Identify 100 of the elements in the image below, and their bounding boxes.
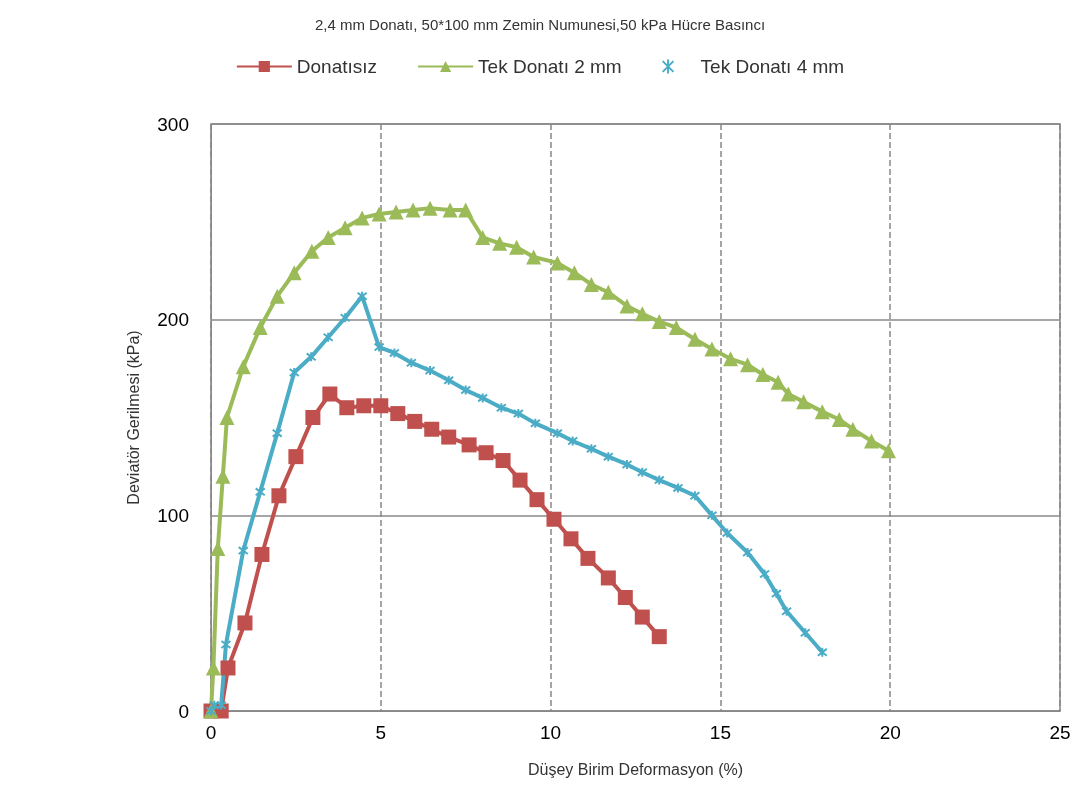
point bbox=[271, 427, 283, 439]
point bbox=[687, 331, 703, 347]
point bbox=[634, 609, 650, 625]
point bbox=[373, 398, 389, 414]
point bbox=[759, 568, 771, 580]
point bbox=[551, 427, 563, 439]
point bbox=[566, 265, 582, 281]
point bbox=[219, 410, 235, 425]
point bbox=[740, 357, 756, 373]
point bbox=[356, 290, 368, 302]
point bbox=[546, 511, 562, 527]
y-tick-label: 100 bbox=[157, 504, 189, 526]
point bbox=[373, 341, 385, 353]
point bbox=[796, 394, 812, 410]
point bbox=[237, 615, 253, 631]
point bbox=[814, 404, 830, 420]
point bbox=[356, 398, 372, 414]
point bbox=[254, 486, 266, 498]
point bbox=[337, 220, 353, 236]
point bbox=[305, 410, 321, 425]
point bbox=[651, 629, 667, 645]
point bbox=[509, 239, 525, 255]
x-tick-label: 0 bbox=[205, 722, 217, 743]
point bbox=[441, 429, 457, 445]
point bbox=[271, 488, 287, 504]
y-tick-label: 0 bbox=[178, 700, 189, 722]
point bbox=[390, 406, 406, 422]
point bbox=[492, 235, 508, 251]
point bbox=[755, 366, 771, 382]
point bbox=[208, 699, 220, 711]
point bbox=[580, 550, 596, 566]
x-tick-label: 25 bbox=[1049, 722, 1071, 743]
legend-label: Tek Donatı 4 mm bbox=[700, 56, 845, 77]
point bbox=[864, 433, 880, 449]
point bbox=[478, 445, 494, 461]
point bbox=[526, 249, 542, 265]
point bbox=[371, 206, 387, 222]
point bbox=[460, 384, 472, 396]
point bbox=[220, 660, 236, 676]
point bbox=[845, 421, 861, 437]
point bbox=[651, 314, 667, 330]
point bbox=[388, 204, 404, 220]
point bbox=[339, 400, 355, 416]
point bbox=[388, 347, 400, 359]
point bbox=[529, 417, 541, 429]
point bbox=[602, 451, 614, 463]
x-tick-label: 5 bbox=[375, 722, 387, 743]
point bbox=[636, 466, 648, 478]
point bbox=[704, 341, 720, 357]
y-tick-label: 300 bbox=[157, 113, 189, 135]
point bbox=[322, 386, 338, 402]
point bbox=[668, 319, 684, 335]
point bbox=[723, 351, 739, 367]
point bbox=[424, 421, 440, 437]
legend-label: Donatısız bbox=[296, 56, 378, 77]
point bbox=[210, 541, 226, 557]
point bbox=[672, 482, 684, 494]
point bbox=[619, 298, 635, 314]
point bbox=[443, 374, 455, 386]
point bbox=[816, 646, 828, 658]
point bbox=[320, 229, 336, 245]
point bbox=[422, 200, 438, 216]
point bbox=[288, 449, 304, 465]
point bbox=[475, 229, 491, 245]
point bbox=[780, 386, 796, 402]
point bbox=[495, 402, 507, 414]
point bbox=[339, 312, 351, 324]
point bbox=[529, 492, 545, 508]
point bbox=[549, 255, 565, 271]
x-tick-label: 15 bbox=[709, 722, 731, 743]
point bbox=[304, 243, 320, 259]
point bbox=[831, 411, 847, 427]
point bbox=[881, 443, 896, 459]
point bbox=[354, 210, 370, 226]
point bbox=[252, 319, 268, 335]
point bbox=[442, 202, 458, 218]
point bbox=[634, 306, 650, 322]
point bbox=[721, 527, 733, 539]
y-tick-label: 200 bbox=[157, 309, 189, 331]
point bbox=[600, 284, 616, 300]
point bbox=[689, 490, 701, 502]
point bbox=[286, 265, 302, 281]
point bbox=[405, 202, 421, 218]
point bbox=[600, 570, 616, 586]
point bbox=[495, 453, 511, 469]
point bbox=[563, 531, 579, 547]
legend-label: Tek Donatı 2 mm bbox=[478, 56, 622, 77]
point bbox=[567, 435, 579, 447]
point bbox=[770, 374, 786, 390]
point bbox=[653, 474, 665, 486]
point bbox=[405, 357, 417, 369]
point bbox=[706, 509, 718, 521]
point bbox=[799, 627, 811, 639]
point bbox=[288, 367, 300, 378]
point bbox=[458, 202, 474, 218]
y-axis-title: Deviatör Gerilmesi (kPa) bbox=[124, 330, 142, 505]
point bbox=[235, 359, 251, 375]
point bbox=[407, 413, 423, 429]
point bbox=[322, 331, 334, 343]
point bbox=[305, 351, 317, 363]
